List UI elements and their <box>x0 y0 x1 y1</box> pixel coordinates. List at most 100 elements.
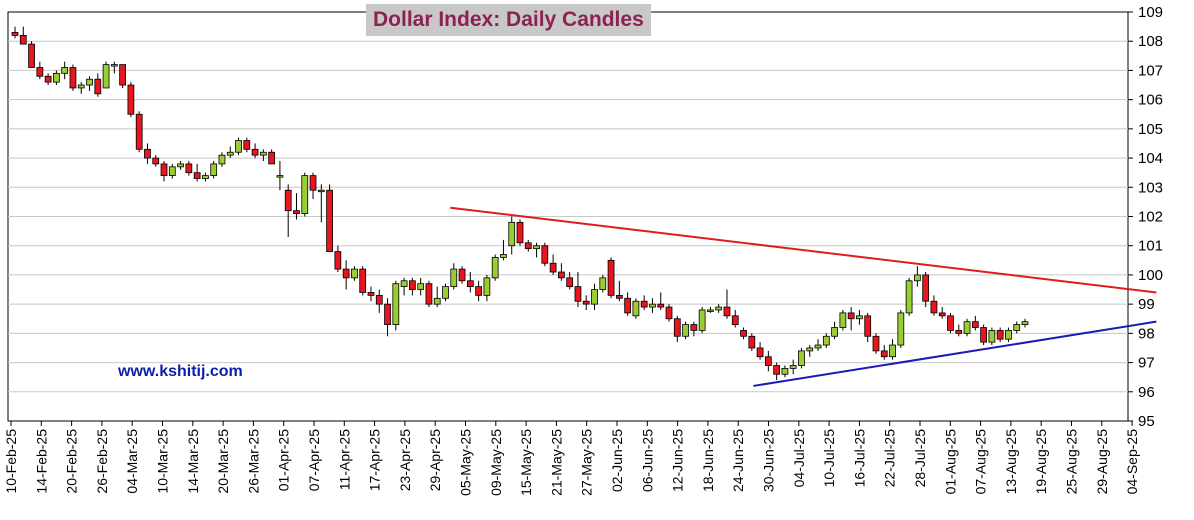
candle-body <box>301 175 309 214</box>
candle-body <box>144 148 151 159</box>
candle-body <box>582 300 590 305</box>
y-tick-label: 95 <box>1138 413 1155 430</box>
x-tick-label: 15-May-25 <box>518 429 534 496</box>
candle-body <box>218 154 226 165</box>
chart-title: Dollar Index: Daily Candles <box>366 4 651 36</box>
candle-body <box>119 64 127 86</box>
x-tick-label: 11-Apr-25 <box>336 429 352 490</box>
x-tick-label: 04-Sep-25 <box>1124 429 1140 495</box>
candle-body <box>168 166 176 176</box>
candle-body <box>690 324 698 331</box>
candle-body <box>715 306 723 311</box>
candle-body <box>408 280 416 290</box>
candle-body <box>1005 330 1012 340</box>
y-tick-label: 109 <box>1138 4 1163 21</box>
candle-body <box>740 330 747 337</box>
candle-body <box>657 303 665 308</box>
candle-body <box>524 242 532 250</box>
candle-body <box>483 277 491 296</box>
candle-body <box>814 344 822 349</box>
candle-body <box>28 43 35 68</box>
candle-body <box>351 268 358 279</box>
watermark-url: www.kshitij.com <box>118 363 243 380</box>
candle-body <box>533 245 540 250</box>
x-tick-label: 14-Feb-25 <box>33 429 49 494</box>
candle-body <box>789 365 797 369</box>
candle-body <box>384 303 391 325</box>
candle-body <box>822 335 830 346</box>
candle-body <box>682 324 689 337</box>
candle-body <box>268 151 276 165</box>
y-tick-label: 106 <box>1138 92 1163 109</box>
x-tick-label: 16-Jul-25 <box>851 429 867 488</box>
candle-body <box>856 315 863 320</box>
candle-body <box>541 245 549 264</box>
x-tick-label: 10-Jul-25 <box>821 429 837 488</box>
candle-body <box>516 221 524 244</box>
x-tick-label: 20-Feb-25 <box>64 429 80 494</box>
candle-body <box>235 140 242 153</box>
candle-body <box>259 151 267 156</box>
x-tick-label: 09-May-25 <box>488 429 504 496</box>
candle-body <box>1013 324 1021 331</box>
candle-body <box>864 315 872 337</box>
x-tick-label: 28-Jul-25 <box>912 429 928 488</box>
candle-body <box>226 151 234 156</box>
candle-body <box>996 330 1004 340</box>
candle-body <box>152 157 160 165</box>
candle-body <box>591 289 598 305</box>
candle-body <box>102 64 110 89</box>
candle-body <box>831 327 838 337</box>
candle-body <box>839 312 847 328</box>
candle-body <box>61 67 69 74</box>
candle-body <box>955 330 963 334</box>
x-tick-label: 18-Jun-25 <box>700 429 716 492</box>
y-tick-label: 101 <box>1138 238 1163 255</box>
candle-body <box>930 300 938 314</box>
candle-body <box>615 294 623 299</box>
x-tick-label: 10-Feb-25 <box>3 429 19 494</box>
candle-body <box>251 148 259 156</box>
candle-body <box>880 350 888 358</box>
x-tick-label: 26-Mar-25 <box>245 429 261 494</box>
x-tick-label: 23-Apr-25 <box>397 429 413 491</box>
candle-body <box>442 286 449 299</box>
candle-body <box>86 78 93 86</box>
candle-body <box>707 309 714 312</box>
x-tick-label: 21-May-25 <box>548 429 564 496</box>
candle-body <box>731 315 739 325</box>
candle-body <box>284 189 292 212</box>
candle-body <box>764 356 772 366</box>
candle-body <box>632 300 640 317</box>
candle-body <box>425 283 433 305</box>
candle-body <box>417 283 425 290</box>
candle-body <box>326 189 333 252</box>
candle-body <box>342 268 350 279</box>
candle-body <box>177 163 184 168</box>
x-tick-label: 12-Jun-25 <box>670 429 686 492</box>
candle-body <box>723 306 731 317</box>
candle-body <box>938 312 946 317</box>
candle-body <box>458 268 466 282</box>
resistance-trendline <box>450 206 1157 294</box>
y-tick-label: 102 <box>1138 209 1163 226</box>
candle-body <box>847 312 855 320</box>
y-tick-label: 108 <box>1138 33 1163 50</box>
x-tick-label: 14-Mar-25 <box>185 429 201 494</box>
candle-body <box>400 280 408 288</box>
candle-body <box>640 300 648 308</box>
candle-body <box>491 256 499 279</box>
y-tick-label: 100 <box>1138 267 1163 284</box>
x-tick-label: 07-Apr-25 <box>306 429 322 491</box>
y-tick-label: 105 <box>1138 121 1163 138</box>
candle-body <box>798 350 805 366</box>
candle-body <box>756 347 764 358</box>
x-tick-label: 26-Feb-25 <box>94 429 110 494</box>
candle-body <box>359 268 367 293</box>
candle-body <box>11 32 19 36</box>
x-tick-label: 04-Jul-25 <box>791 429 807 488</box>
candle-body <box>193 172 201 179</box>
x-tick-label: 30-Jun-25 <box>761 429 777 492</box>
candle-body <box>607 259 615 296</box>
